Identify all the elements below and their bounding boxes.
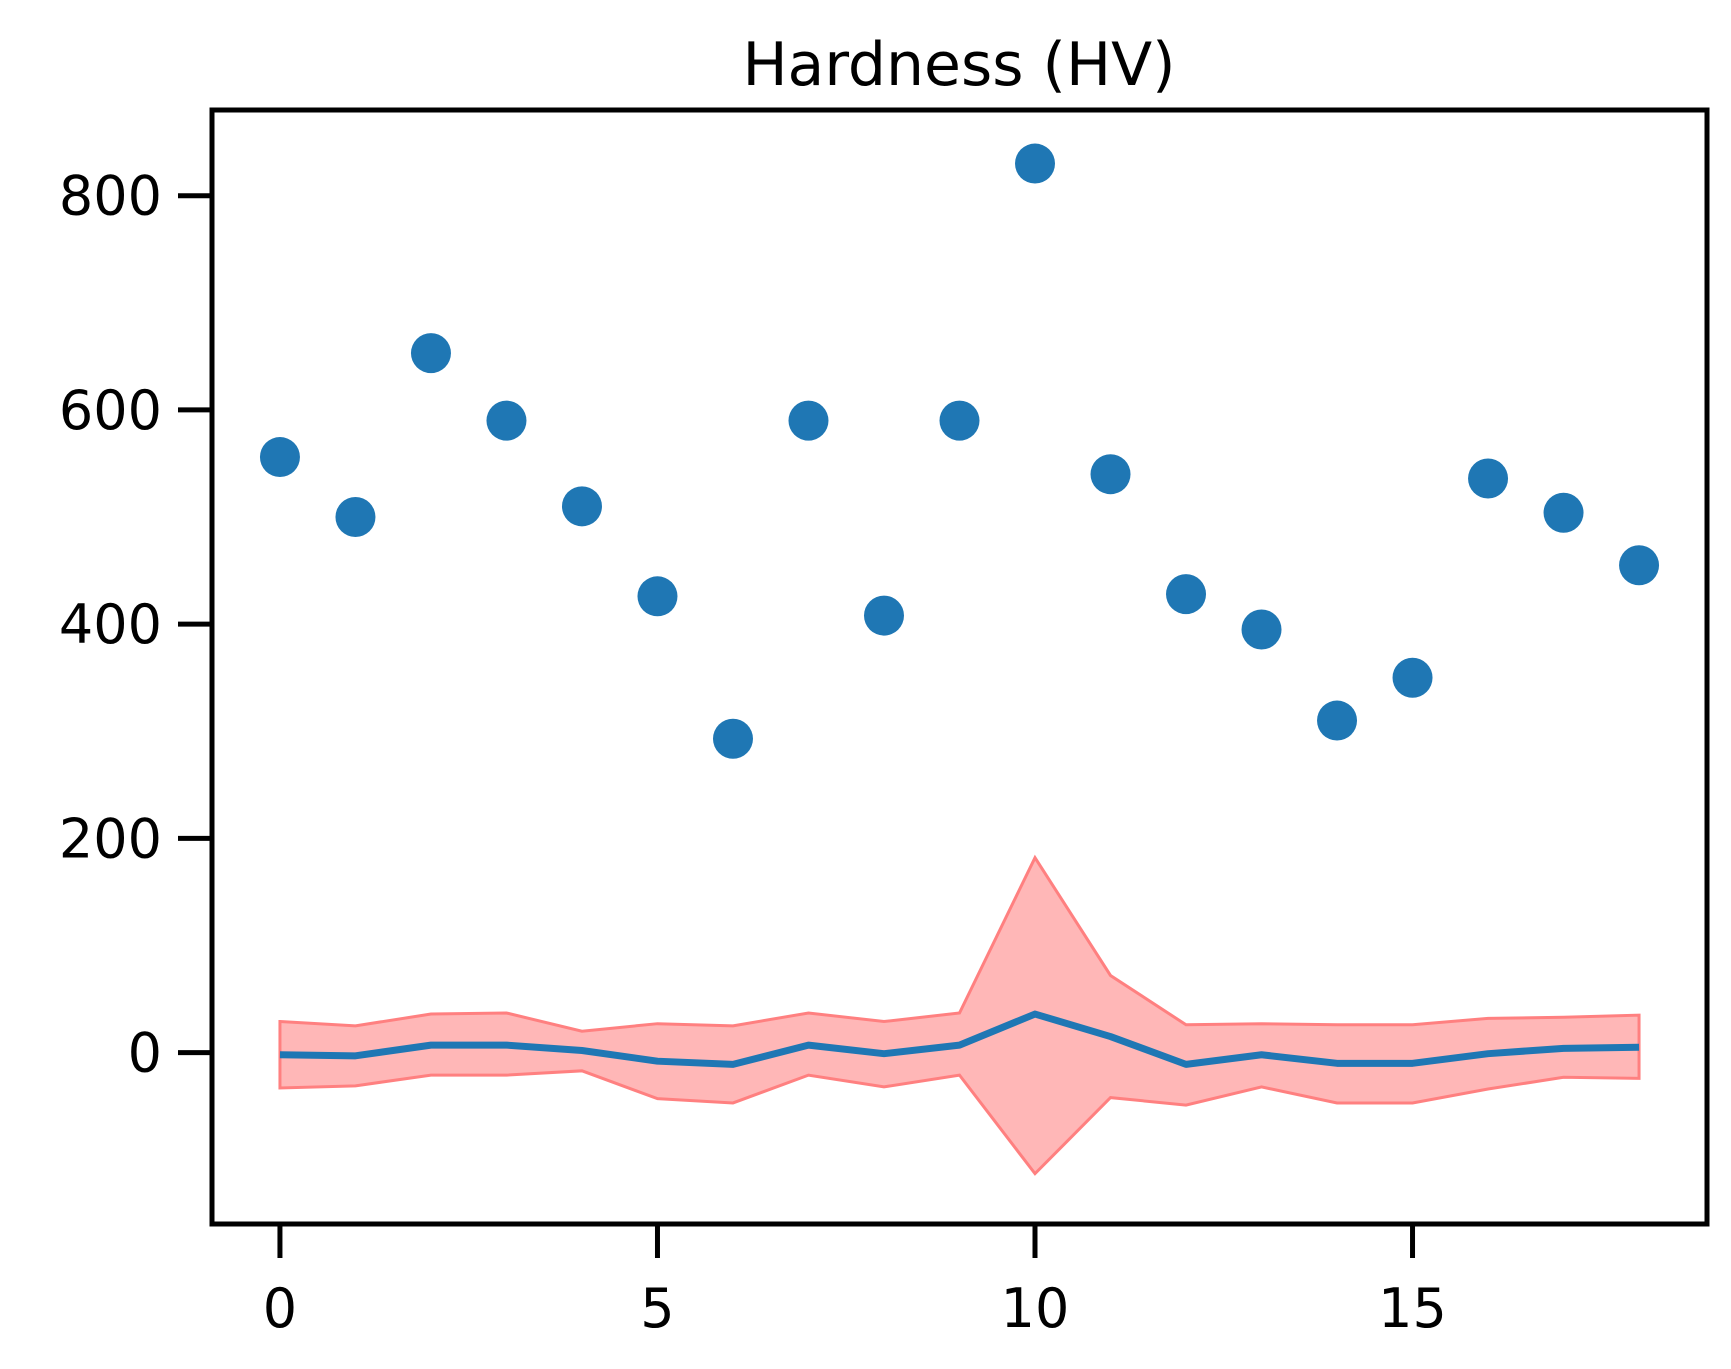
data-point	[1015, 143, 1056, 184]
y-tick-label: 0	[128, 1022, 162, 1085]
data-point	[863, 595, 904, 636]
data-point	[410, 333, 451, 374]
data-point	[1317, 700, 1358, 741]
data-point	[1468, 458, 1509, 499]
y-tick-label: 200	[59, 807, 162, 870]
data-point	[939, 400, 980, 441]
data-point	[1543, 492, 1584, 533]
data-point	[486, 400, 527, 441]
plot-area	[259, 143, 1660, 1176]
x-tick-label: 10	[1001, 1277, 1070, 1340]
y-axis: 0 200 400 600 800	[59, 165, 212, 1085]
data-point	[335, 497, 376, 538]
y-tick-label: 800	[59, 165, 162, 228]
x-tick-label: 0	[263, 1277, 297, 1340]
data-point	[561, 486, 602, 527]
series-line	[279, 1010, 1640, 1068]
data-point	[1241, 609, 1282, 650]
data-point	[259, 437, 300, 478]
x-tick-label: 15	[1378, 1277, 1447, 1340]
x-axis: 0 5 10 15	[263, 1224, 1447, 1340]
data-point	[1392, 657, 1433, 698]
data-point	[1619, 545, 1660, 586]
y-tick-label: 400	[59, 593, 162, 656]
data-point	[1090, 454, 1131, 495]
data-point	[1166, 574, 1207, 615]
data-point	[712, 718, 753, 759]
data-point	[788, 400, 829, 441]
chart-title: Hardness (HV)	[742, 30, 1175, 100]
uncertainty-band	[278, 854, 1641, 1176]
plot-frame	[209, 107, 1710, 1227]
data-point	[637, 576, 678, 617]
x-tick-label: 5	[640, 1277, 674, 1340]
y-tick-label: 600	[59, 379, 162, 442]
